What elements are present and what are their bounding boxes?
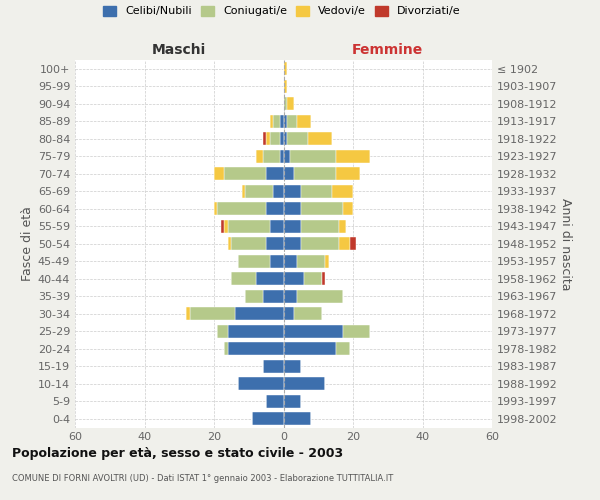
Bar bbox=[266, 238, 284, 250]
Bar bbox=[242, 185, 245, 198]
Bar bbox=[284, 255, 298, 268]
Bar bbox=[269, 132, 280, 145]
Bar bbox=[284, 395, 301, 407]
Y-axis label: Fasce di età: Fasce di età bbox=[20, 206, 34, 281]
Bar bbox=[284, 62, 287, 75]
Bar bbox=[284, 378, 325, 390]
Bar bbox=[256, 272, 284, 285]
Bar bbox=[280, 150, 284, 162]
Bar bbox=[335, 168, 360, 180]
Text: Femmine: Femmine bbox=[352, 42, 424, 56]
Bar bbox=[266, 202, 284, 215]
Bar bbox=[325, 255, 329, 268]
Bar bbox=[263, 132, 266, 145]
Bar bbox=[224, 342, 228, 355]
Bar bbox=[232, 238, 266, 250]
Bar bbox=[238, 255, 269, 268]
Bar bbox=[273, 115, 280, 128]
Bar bbox=[350, 238, 356, 250]
Bar bbox=[284, 80, 287, 92]
Bar bbox=[332, 185, 353, 198]
Bar bbox=[221, 220, 224, 232]
Bar bbox=[284, 325, 343, 338]
Bar bbox=[298, 290, 343, 302]
Bar bbox=[269, 255, 284, 268]
Bar bbox=[343, 202, 353, 215]
Text: Popolazione per età, sesso e stato civile - 2003: Popolazione per età, sesso e stato civil… bbox=[12, 448, 343, 460]
Bar bbox=[284, 115, 287, 128]
Bar bbox=[228, 342, 284, 355]
Bar bbox=[335, 342, 350, 355]
Bar bbox=[280, 132, 284, 145]
Bar bbox=[269, 220, 284, 232]
Bar bbox=[238, 378, 284, 390]
Bar bbox=[284, 272, 304, 285]
Bar bbox=[284, 290, 298, 302]
Bar bbox=[263, 150, 280, 162]
Bar bbox=[266, 395, 284, 407]
Bar bbox=[266, 168, 284, 180]
Bar bbox=[284, 150, 290, 162]
Bar bbox=[335, 150, 370, 162]
Bar bbox=[284, 412, 311, 425]
Bar bbox=[284, 220, 301, 232]
Bar bbox=[301, 202, 343, 215]
Bar bbox=[217, 325, 228, 338]
Bar bbox=[269, 115, 273, 128]
Y-axis label: Anni di nascita: Anni di nascita bbox=[559, 198, 571, 290]
Bar bbox=[284, 168, 294, 180]
Bar bbox=[252, 412, 284, 425]
Bar bbox=[284, 342, 335, 355]
Bar bbox=[232, 272, 256, 285]
Bar bbox=[339, 238, 350, 250]
Bar bbox=[245, 185, 273, 198]
Bar bbox=[190, 308, 235, 320]
Bar bbox=[228, 325, 284, 338]
Bar bbox=[287, 132, 308, 145]
Bar bbox=[256, 150, 263, 162]
Bar bbox=[284, 185, 301, 198]
Bar bbox=[284, 238, 301, 250]
Bar bbox=[287, 98, 294, 110]
Bar bbox=[228, 220, 269, 232]
Bar bbox=[301, 238, 339, 250]
Bar bbox=[284, 98, 287, 110]
Bar bbox=[322, 272, 325, 285]
Bar bbox=[339, 220, 346, 232]
Bar bbox=[294, 308, 322, 320]
Bar bbox=[214, 168, 224, 180]
Bar bbox=[284, 202, 301, 215]
Bar bbox=[284, 308, 294, 320]
Bar bbox=[284, 132, 287, 145]
Bar bbox=[287, 115, 298, 128]
Bar bbox=[304, 272, 322, 285]
Bar bbox=[343, 325, 370, 338]
Text: COMUNE DI FORNI AVOLTRI (UD) - Dati ISTAT 1° gennaio 2003 - Elaborazione TUTTITA: COMUNE DI FORNI AVOLTRI (UD) - Dati ISTA… bbox=[12, 474, 393, 483]
Bar bbox=[263, 360, 284, 372]
Bar bbox=[301, 185, 332, 198]
Bar bbox=[290, 150, 335, 162]
Bar bbox=[298, 115, 311, 128]
Bar bbox=[235, 308, 284, 320]
Bar bbox=[224, 220, 228, 232]
Bar bbox=[217, 202, 266, 215]
Bar bbox=[301, 220, 339, 232]
Bar bbox=[280, 115, 284, 128]
Bar bbox=[294, 168, 335, 180]
Bar bbox=[263, 290, 284, 302]
Bar bbox=[186, 308, 190, 320]
Legend: Celibi/Nubili, Coniugati/e, Vedovi/e, Divorziati/e: Celibi/Nubili, Coniugati/e, Vedovi/e, Di… bbox=[103, 6, 461, 16]
Bar bbox=[308, 132, 332, 145]
Bar bbox=[224, 168, 266, 180]
Bar bbox=[298, 255, 325, 268]
Text: Maschi: Maschi bbox=[152, 42, 206, 56]
Bar bbox=[266, 132, 269, 145]
Bar bbox=[245, 290, 263, 302]
Bar bbox=[228, 238, 232, 250]
Bar bbox=[284, 360, 301, 372]
Bar bbox=[214, 202, 217, 215]
Bar bbox=[273, 185, 284, 198]
